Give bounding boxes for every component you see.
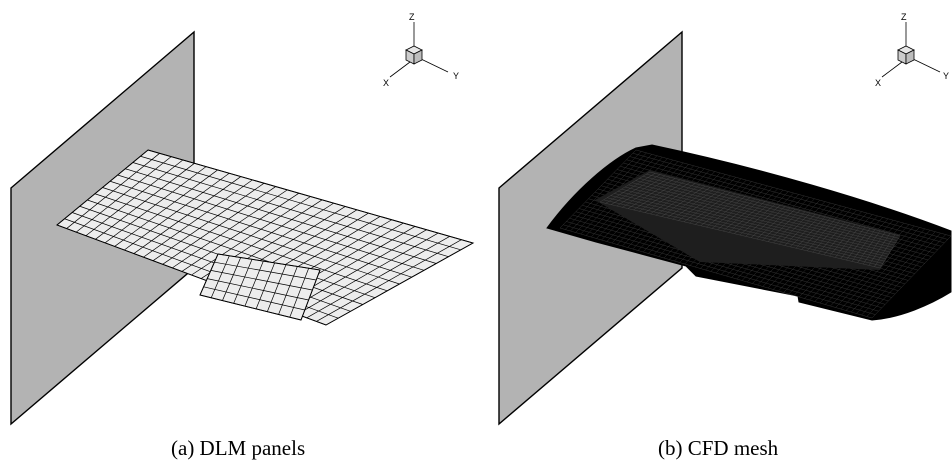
axis-triad-a: Z X Y bbox=[383, 12, 459, 88]
triad-cube-right bbox=[413, 49, 423, 65]
axis-label-x: X bbox=[875, 78, 881, 88]
panel-a-dlm: Z X Y bbox=[10, 12, 475, 426]
panel-b-cfd: Z X Y bbox=[498, 12, 952, 426]
triad-cube-right bbox=[905, 49, 915, 65]
axis-triad-b: Z X Y bbox=[875, 12, 949, 88]
axis-label-z: Z bbox=[901, 12, 907, 22]
axis-label-x: X bbox=[383, 78, 389, 88]
dlm-control-surface-panels bbox=[199, 253, 321, 321]
caption-cfd-mesh: (b) CFD mesh bbox=[658, 436, 779, 460]
axis-label-z: Z bbox=[409, 12, 415, 22]
axis-label-y: Y bbox=[453, 71, 459, 81]
axis-label-y: Y bbox=[943, 71, 949, 81]
caption-dlm-panels: (a) DLM panels bbox=[171, 436, 306, 460]
cfd-wing-mesh bbox=[546, 144, 952, 321]
